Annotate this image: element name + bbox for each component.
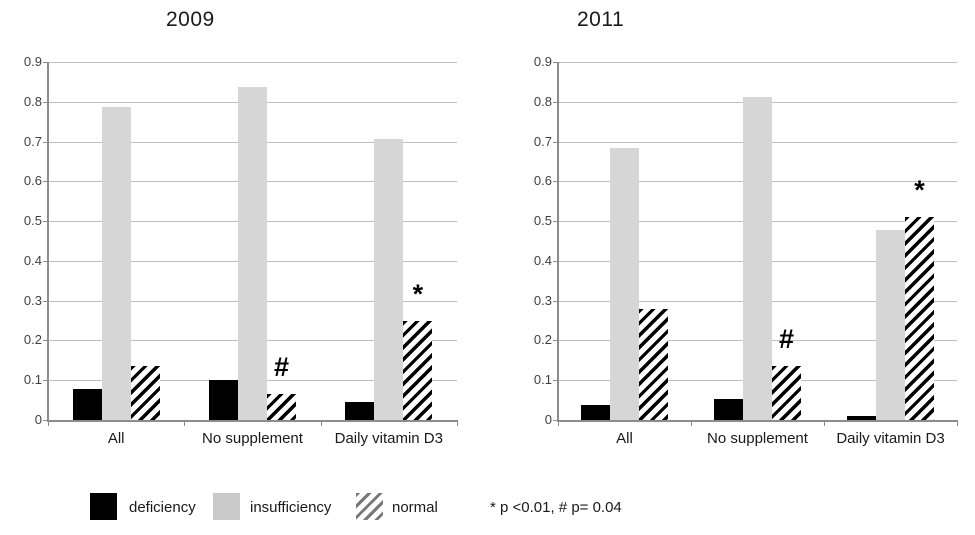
x-tick <box>824 420 825 426</box>
x-category-label: Daily vitamin D3 <box>836 430 945 447</box>
y-tick-label: 0.4 <box>23 252 42 268</box>
y-tick-label: 0.3 <box>23 292 42 308</box>
chart-title-2011: 2011 <box>577 8 625 31</box>
y-tick-label: 0.6 <box>23 173 42 189</box>
y-tick <box>43 420 48 421</box>
y-tick <box>43 380 48 382</box>
y-tick <box>553 62 558 63</box>
bar-deficiency <box>847 416 876 420</box>
y-tick-label: 0 <box>544 412 552 427</box>
legend-label-insufficiency: insufficiency <box>250 499 332 516</box>
bar-deficiency <box>345 402 375 420</box>
significance-note: * p <0.01, # p= 0.04 <box>490 499 622 516</box>
bar-normal <box>905 217 934 420</box>
y-tick-label: 0.7 <box>23 133 42 149</box>
bar-deficiency <box>72 389 102 420</box>
y-tick-label: 0.1 <box>23 372 42 388</box>
x-category-label: No supplement <box>707 430 808 447</box>
y-tick <box>43 101 48 103</box>
y-axis <box>47 62 49 422</box>
y-tick <box>553 101 558 103</box>
bar-insufficiency <box>610 148 639 420</box>
y-tick-label: 0.2 <box>533 332 552 348</box>
y-tick <box>43 62 48 63</box>
y-tick <box>43 340 48 342</box>
x-tick <box>691 420 692 426</box>
legend-swatch-insufficiency <box>213 493 240 520</box>
gridline <box>48 62 457 63</box>
y-tick-label: 0.9 <box>533 54 552 69</box>
x-tick <box>184 420 186 426</box>
bar-insufficiency <box>238 87 267 420</box>
x-axis <box>47 420 457 422</box>
y-tick <box>43 300 48 302</box>
y-tick-label: 0.1 <box>533 372 552 388</box>
y-tick <box>553 181 558 183</box>
annotation-symbol: # <box>273 352 290 383</box>
bar-deficiency <box>209 380 238 420</box>
y-axis <box>557 62 559 422</box>
chart-title-2009: 2009 <box>166 8 215 31</box>
x-tick <box>558 420 559 426</box>
y-tick <box>553 300 558 302</box>
y-tick-label: 0.4 <box>533 252 552 268</box>
legend-label-normal: normal <box>392 499 438 516</box>
y-tick <box>553 221 558 223</box>
y-tick-label: 0.2 <box>23 332 42 348</box>
x-category-label: All <box>616 430 633 447</box>
y-tick <box>553 141 558 143</box>
y-tick <box>553 260 558 262</box>
y-tick-label: 0.6 <box>533 173 552 189</box>
x-tick <box>457 420 458 426</box>
y-tick-label: 0.7 <box>533 133 552 149</box>
y-tick <box>43 260 48 262</box>
x-tick <box>957 420 958 426</box>
gridline <box>558 62 957 63</box>
bar-deficiency <box>714 399 743 420</box>
x-axis <box>557 420 957 422</box>
y-tick <box>553 380 558 382</box>
bar-normal <box>403 321 433 420</box>
y-tick-label: 0.3 <box>533 292 552 308</box>
x-tick <box>320 420 322 426</box>
bar-normal <box>772 366 801 420</box>
x-category-label: No supplement <box>202 430 303 447</box>
bar-normal <box>267 394 296 420</box>
x-tick <box>48 420 49 426</box>
y-tick <box>43 141 48 143</box>
annotation-symbol: # <box>778 324 795 355</box>
bar-normal <box>639 309 668 420</box>
bar-insufficiency <box>374 139 404 420</box>
bar-deficiency <box>581 405 610 420</box>
y-tick <box>553 340 558 342</box>
y-tick <box>553 420 558 421</box>
legend-swatch-deficiency <box>90 493 117 520</box>
y-tick-label: 0 <box>34 412 42 427</box>
y-tick-label: 0.5 <box>23 213 42 229</box>
y-tick-label: 0.5 <box>533 213 552 229</box>
x-category-label: All <box>107 430 125 447</box>
legend-label-deficiency: deficiency <box>129 499 196 516</box>
x-category-label: Daily vitamin D3 <box>334 430 443 447</box>
y-tick <box>43 221 48 223</box>
y-tick-label: 0.8 <box>23 93 42 109</box>
bar-insufficiency <box>743 97 772 420</box>
y-tick <box>43 181 48 183</box>
y-tick-label: 0.9 <box>23 54 42 69</box>
annotation-symbol: * <box>914 175 925 206</box>
annotation-symbol: * <box>412 278 424 309</box>
bar-insufficiency <box>876 230 905 420</box>
legend-swatch-normal <box>356 493 383 520</box>
bar-insufficiency <box>101 107 131 420</box>
bar-normal <box>130 366 160 420</box>
y-tick-label: 0.8 <box>533 93 552 109</box>
